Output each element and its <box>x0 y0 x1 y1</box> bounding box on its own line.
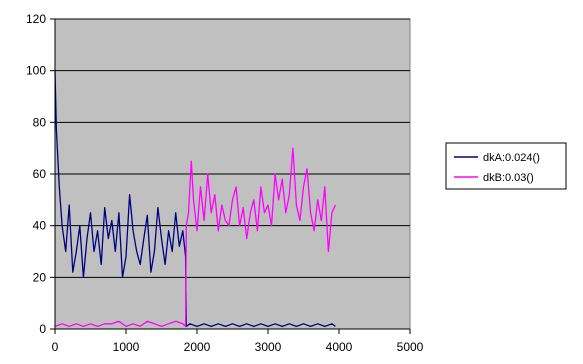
x-tick-label: 5000 <box>397 340 424 354</box>
legend: dkA:0.024() dkB:0.03() <box>445 142 567 190</box>
series-line-dkB <box>54 147 336 328</box>
x-tick-label: 3000 <box>255 340 282 354</box>
y-tick-label: 0 <box>39 322 46 336</box>
y-tick-label: 80 <box>33 115 47 129</box>
legend-box <box>445 142 567 190</box>
y-tick-label: 20 <box>33 270 47 284</box>
x-tick-label: 0 <box>52 340 59 354</box>
y-tick-label: 100 <box>26 64 46 78</box>
tick-labels: 0 20 40 60 80 100 120 0 1000 2000 3000 4000 5000 <box>26 12 424 354</box>
y-tick-label: 40 <box>33 219 47 233</box>
legend-label-dkB: dkB:0.03() <box>483 172 534 184</box>
legend-label-dkA: dkA:0.024() <box>483 152 540 164</box>
series-line-dkA <box>54 70 336 328</box>
series-layer <box>54 70 336 328</box>
x-tick-label: 4000 <box>326 340 353 354</box>
y-tick-label: 120 <box>26 12 46 26</box>
x-tick-label: 1000 <box>113 340 140 354</box>
gridlines <box>55 18 410 278</box>
x-tick-label: 2000 <box>184 340 211 354</box>
y-tick-label: 60 <box>33 167 47 181</box>
axes <box>50 18 411 334</box>
